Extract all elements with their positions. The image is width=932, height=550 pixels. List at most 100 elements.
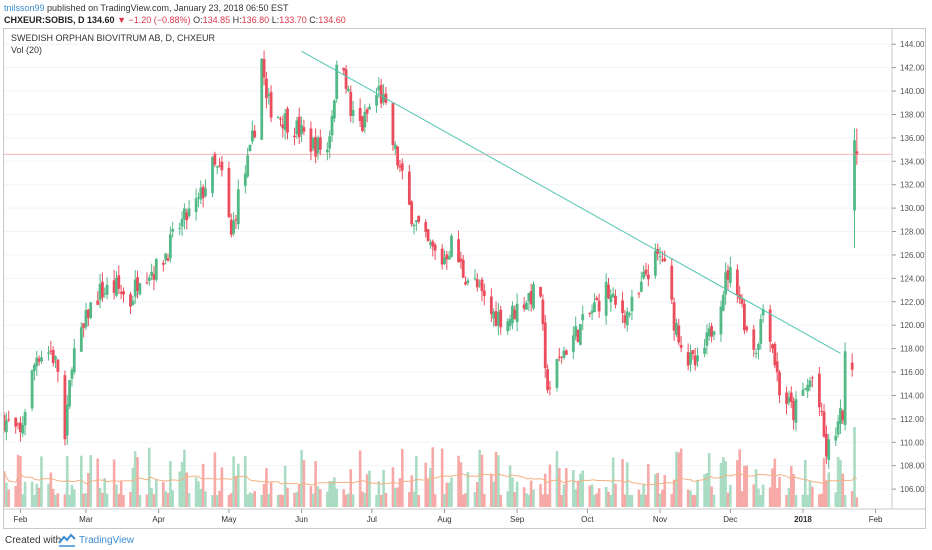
volume-bar bbox=[154, 479, 158, 507]
volume-bar bbox=[19, 456, 22, 507]
tradingview-link[interactable]: TradingView bbox=[79, 535, 135, 546]
x-tick-label: Mar bbox=[79, 515, 93, 524]
volume-bar bbox=[705, 473, 709, 507]
volume-bar bbox=[754, 469, 758, 507]
candle-body bbox=[450, 235, 453, 257]
candle-body bbox=[328, 136, 332, 149]
volume-bar bbox=[785, 494, 788, 507]
author-link[interactable]: tnilsson99 bbox=[4, 3, 45, 13]
volume-bar bbox=[335, 488, 339, 507]
volume-bar bbox=[623, 494, 627, 507]
volume-bar bbox=[625, 462, 629, 507]
candle-body bbox=[365, 109, 369, 114]
y-tick-label: 128.00 bbox=[900, 228, 925, 237]
volume-bar bbox=[351, 494, 355, 507]
volume-ma bbox=[4, 470, 858, 486]
volume-bar bbox=[51, 488, 55, 507]
y-tick-label: 108.00 bbox=[900, 462, 925, 471]
volume-bar bbox=[429, 467, 432, 507]
candle-body bbox=[351, 110, 355, 117]
candle-body bbox=[267, 94, 271, 97]
volume-bar bbox=[246, 494, 249, 507]
candle-body bbox=[335, 64, 339, 100]
candle-body bbox=[218, 165, 221, 167]
candle-body bbox=[72, 348, 76, 373]
volume-bar bbox=[527, 494, 531, 507]
candle-body bbox=[171, 228, 175, 232]
candle-body bbox=[51, 350, 55, 364]
candle-body bbox=[19, 422, 22, 433]
volume-bar bbox=[581, 470, 585, 507]
volume-bar bbox=[377, 481, 381, 507]
volume-bar bbox=[696, 479, 699, 507]
volume-bar bbox=[260, 494, 264, 507]
candle-body bbox=[489, 296, 493, 314]
tradingview-logo-icon bbox=[58, 533, 76, 547]
volume-bar bbox=[384, 492, 388, 507]
candle-body bbox=[827, 439, 831, 460]
price-line-layer: 134.60 bbox=[4, 148, 925, 161]
candle-body bbox=[724, 272, 728, 295]
candle-body bbox=[229, 219, 233, 235]
candle-body bbox=[393, 144, 397, 149]
volume-bar bbox=[834, 492, 838, 507]
volume-bar bbox=[654, 474, 657, 507]
price-chart[interactable]: 134.60 SWEDISH ORPHAN BIOVITRUM AB, D, C… bbox=[4, 29, 925, 528]
candle-body bbox=[133, 279, 137, 297]
volume-bar bbox=[761, 484, 765, 507]
volume-bar bbox=[658, 493, 662, 507]
y-tick-label: 122.00 bbox=[900, 298, 925, 307]
volume-bar bbox=[628, 494, 631, 507]
volume-bar bbox=[37, 487, 41, 507]
candle-body bbox=[152, 274, 156, 280]
volume-bar bbox=[152, 494, 156, 507]
chart-title: SWEDISH ORPHAN BIOVITRUM AB, D, CHXEUR bbox=[11, 33, 216, 43]
candle-body bbox=[382, 94, 385, 103]
volume-bar bbox=[768, 487, 772, 507]
volume-bar bbox=[344, 494, 348, 507]
volume-bar bbox=[204, 491, 207, 507]
volume-bar bbox=[415, 455, 418, 507]
candle-body bbox=[459, 258, 463, 262]
candle-body bbox=[653, 251, 657, 276]
volume-bar bbox=[492, 481, 495, 507]
volume-bar bbox=[546, 494, 549, 507]
candle-body bbox=[63, 375, 67, 440]
candle-body bbox=[363, 111, 367, 128]
candle-body bbox=[347, 88, 350, 92]
candlesticks bbox=[4, 50, 859, 469]
candle-body bbox=[122, 291, 125, 295]
candle-body bbox=[131, 300, 135, 305]
volume-bar bbox=[818, 494, 821, 507]
volume-ma-line bbox=[4, 470, 858, 486]
candle-body bbox=[49, 350, 53, 352]
candle-body bbox=[164, 253, 168, 261]
candle-body bbox=[215, 166, 219, 168]
candle-body bbox=[433, 244, 437, 251]
candle-body bbox=[407, 171, 411, 205]
volume-bar bbox=[80, 455, 83, 507]
candle-body bbox=[361, 116, 364, 132]
volume-bar bbox=[215, 494, 219, 507]
candle-body bbox=[478, 283, 482, 285]
candle-body bbox=[309, 128, 313, 152]
volume-bar bbox=[548, 464, 552, 507]
volume-bar bbox=[637, 489, 641, 507]
candle-body bbox=[529, 290, 533, 305]
volume-bar bbox=[656, 472, 659, 507]
volume-bar bbox=[237, 463, 240, 507]
candle-body bbox=[810, 377, 814, 379]
volume-bar bbox=[726, 492, 730, 507]
volume-bar bbox=[710, 486, 713, 507]
candle-body bbox=[391, 103, 395, 145]
volume-bar bbox=[300, 450, 303, 507]
candle-body bbox=[279, 118, 282, 120]
volume-bar bbox=[199, 488, 203, 507]
volume-bar bbox=[611, 457, 615, 507]
volume-bar bbox=[483, 493, 486, 507]
candle-body bbox=[211, 157, 214, 194]
volume-bar bbox=[138, 494, 142, 507]
y-axis: 106.00 108.00 110.00 112.00 114.00 116.00 118.… bbox=[891, 29, 925, 528]
candle-body bbox=[686, 352, 690, 366]
candle-body bbox=[86, 309, 90, 318]
